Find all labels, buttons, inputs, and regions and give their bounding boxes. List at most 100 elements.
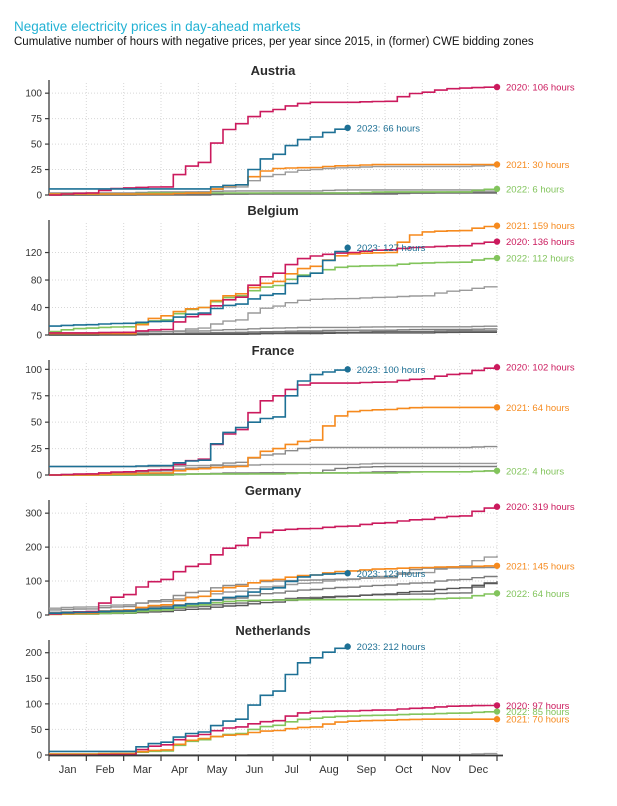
series-end-dot-2022 [493,590,501,597]
page-title: Negative electricity prices in day-ahead… [14,19,301,34]
x-tick-label: Jul [285,764,299,776]
x-tick-label: Oct [395,764,412,776]
series-line-2021 [49,718,497,755]
series-end-dot-2022 [493,254,501,262]
series-end-dot-2020 [493,702,501,709]
y-tick-label: 150 [25,674,42,685]
page-subtitle: Cumulative number of hours with negative… [14,36,534,48]
y-axis: 0 50 100 150 200 [25,640,50,762]
series-end-dot-2021 [493,404,501,411]
series-end-label-2021: 2021: 70 hours [506,715,570,726]
series-line-2020 [49,367,498,476]
chart-austria: Austria 0 25 50 75 100 2022: 6 hours 2021: 30 h… [25,63,575,202]
series-line-2023 [49,369,349,468]
series-line-2022 [49,711,498,755]
series-end-label-2021: 2021: 64 hours [506,403,570,414]
series-end-label-2020: 2020: 319 hours [506,502,575,513]
y-tick-label: 40 [31,303,43,314]
series-end-label-2023: 2023: 123 hours [357,569,426,580]
chart-france: France 0 25 50 75 100 2022: 4 hours 2021: 64 ho… [25,343,575,482]
x-tick-label: Jun [245,764,263,776]
y-tick-label: 300 [25,509,42,520]
series-end-dot-2022 [493,708,501,715]
series-end-dot-2023 [344,366,351,373]
y-tick-label: 0 [36,611,42,622]
series-end-dot-2022 [493,467,501,474]
chart-germany: Germany 0 100 200 300 2022: 64 hours 2021: 145… [25,483,575,622]
y-axis: 0 100 200 300 [25,500,50,622]
y-tick-label: 50 [31,725,43,736]
series-end-label-2020: 2020: 106 hours [506,83,575,94]
series-end-label-2022: 2022: 4 hours [506,466,564,477]
x-tick-label: Mar [133,764,152,776]
series-end-label-2020: 2020: 136 hours [506,237,575,248]
series-end-dot-2021 [493,161,501,168]
panel-title: Netherlands [235,623,310,638]
series-end-label-2022: 2022: 85 hours [506,707,570,718]
y-tick-label: 0 [36,331,42,342]
x-tick-label: Dec [469,764,489,776]
panel-title: France [252,343,295,358]
series-line-2021 [49,406,497,476]
series-end-dot-2020 [493,83,501,91]
report-header: Negative electricity prices in day-ahead… [0,0,617,49]
y-tick-label: 120 [25,248,42,259]
chart-belgium: Belgium 0 40 80 120 2022: 112 hours 2021: 159 … [25,203,575,342]
y-tick-label: 0 [36,471,42,482]
y-tick-label: 0 [36,191,42,202]
y-tick-label: 100 [25,699,42,710]
y-tick-label: 200 [25,543,42,554]
y-axis: 0 25 50 75 100 [25,80,50,202]
series-line-2020 [49,506,498,615]
series-end-dot-2023 [344,643,351,650]
y-tick-label: 25 [31,444,43,455]
grid [48,643,498,755]
y-tick-label: 200 [25,648,42,659]
y-tick-label: 80 [31,276,43,287]
series-end-dot-2023 [344,244,351,251]
series-line-unlabeled-gray-4 [49,192,497,196]
y-tick-label: 50 [31,140,43,151]
series-end-label-2021: 2021: 159 hours [506,221,575,232]
y-tick-label: 0 [36,751,42,762]
y-axis: 0 40 80 120 [25,220,50,342]
y-axis: 0 25 50 75 100 [25,360,50,482]
series-end-dot-2021 [493,222,501,229]
series-end-label-2023: 2023: 100 hours [357,365,426,376]
y-tick-label: 100 [25,89,42,100]
series-end-label-2023: 2023: 212 hours [357,642,426,653]
y-tick-label: 50 [31,418,43,429]
series-line-unlabeled-gray-2 [49,566,497,611]
y-tick-label: 100 [25,365,42,376]
y-tick-label: 75 [31,114,43,125]
series-line-2022 [49,470,498,476]
series-end-dot-2020 [493,238,501,245]
series-line-2022 [49,257,498,333]
series-line-unlabeled-gray-1 [49,555,498,609]
grid [48,223,498,335]
y-tick-label: 25 [31,165,43,176]
series-end-dot-2023 [344,124,351,131]
series-line-2020 [49,704,498,756]
series-end-label-2022: 2022: 112 hours [506,254,574,265]
grid [48,83,498,195]
panel-title: Austria [251,63,297,78]
series-end-dot-2022 [493,185,501,193]
series-end-label-2021: 2021: 145 hours [506,561,575,572]
x-axis: Jan Feb Mar Apr May Jun Jul Aug Sep Oct Nov Dec [48,754,503,776]
series-line-2023 [49,646,349,753]
series-line-2020 [49,241,498,334]
x-tick-label: Jan [59,764,77,776]
x-tick-label: Aug [319,764,339,776]
series-end-label-2020: 2020: 102 hours [506,363,575,374]
series-line-2021 [49,163,497,195]
series-line-unlabeled-gray-5 [49,331,497,336]
series-end-label-2023: 2023: 127 hours [357,243,426,254]
x-tick-label: Apr [171,764,188,776]
y-tick-label: 100 [25,577,42,588]
series-line-2023 [49,127,349,190]
series-end-label-2021: 2021: 30 hours [506,160,570,171]
charts-container: Austria 0 25 50 75 100 2022: 6 hours 2021: 30 h… [0,61,617,789]
series-end-label-2020: 2020: 97 hours [506,701,570,712]
